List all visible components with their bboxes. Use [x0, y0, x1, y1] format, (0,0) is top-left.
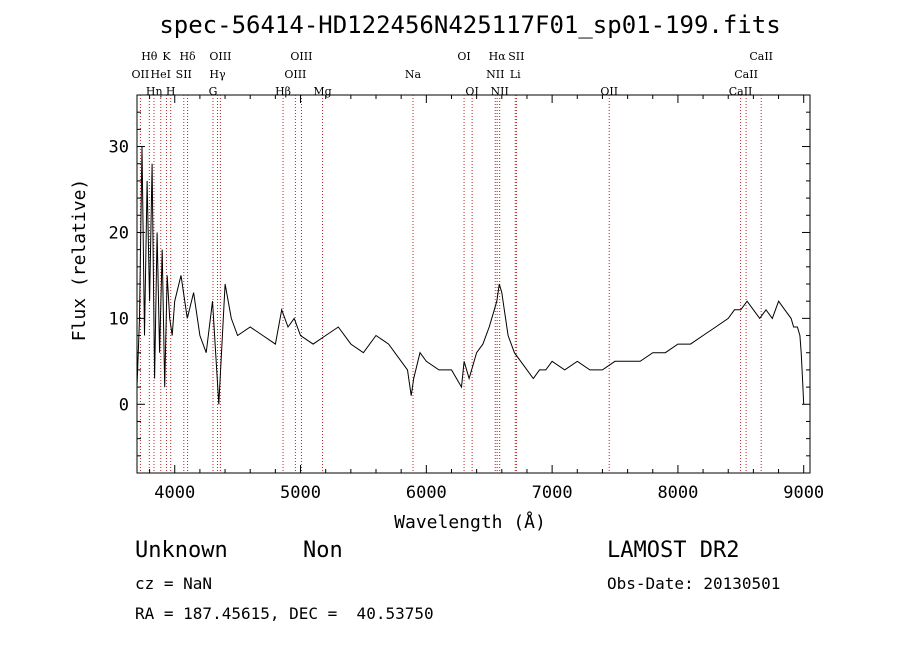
obs-date: Obs-Date: 20130501 — [607, 574, 781, 593]
coordinates: RA = 187.45615, DEC = 40.53750 — [135, 604, 434, 623]
line-marker-label: G — [209, 85, 218, 98]
line-marker-label: K — [162, 50, 171, 63]
line-marker-label: OIII — [209, 50, 231, 63]
chart-title: spec-56414-HD122456N425117F01_sp01-199.f… — [159, 11, 780, 39]
y-tick-label: 0 — [119, 395, 129, 415]
line-marker-label: SII — [508, 50, 524, 63]
x-axis-label: Wavelength (Å) — [394, 511, 546, 533]
emission-line-markers: OIIHθHηHeIKHSIIHδGHγOIIIHβOIIIOIIIMgNaOI… — [132, 50, 773, 473]
line-marker-label: Hδ — [179, 50, 196, 63]
line-marker-label: OIII — [290, 50, 312, 63]
line-marker-label: Hη — [146, 85, 162, 98]
line-marker-label: NII — [491, 85, 509, 98]
x-tick-label: 9000 — [783, 483, 824, 503]
spectrum-line — [136, 146, 805, 405]
line-marker-label: Hθ — [141, 50, 158, 63]
line-marker-label: OII — [600, 85, 618, 98]
plot-frame — [136, 94, 811, 474]
y-tick-label: 10 — [109, 309, 129, 329]
line-marker-label: Mg — [313, 85, 331, 98]
x-tick-label: 7000 — [532, 483, 573, 503]
line-marker-label: OI — [457, 50, 470, 63]
line-marker-label: Na — [405, 68, 422, 81]
line-marker-label: OIII — [284, 68, 306, 81]
redshift-value: cz = NaN — [135, 574, 213, 593]
line-marker-label: HeI — [151, 68, 171, 81]
line-marker-label: OII — [132, 68, 150, 81]
line-marker-label: CaII — [729, 85, 753, 98]
object-class: Unknown — [135, 538, 228, 563]
line-marker-label: NII — [486, 68, 504, 81]
line-marker-label: SII — [176, 68, 192, 81]
line-marker-label: CaII — [734, 68, 758, 81]
x-tick-label: 6000 — [406, 483, 447, 503]
line-marker-label: CaII — [749, 50, 773, 63]
y-axis-label: Flux (relative) — [69, 179, 90, 342]
x-tick-label: 5000 — [280, 483, 321, 503]
line-marker-label: Hα — [489, 50, 507, 63]
line-marker-label: H — [166, 85, 176, 98]
y-tick-label: 30 — [109, 138, 129, 158]
x-tick-label: 4000 — [154, 483, 195, 503]
line-marker-label: Hβ — [275, 85, 291, 98]
survey-label: LAMOST DR2 — [607, 538, 740, 563]
spectrum-series — [136, 146, 805, 405]
line-marker-label: OI — [465, 85, 478, 98]
axis-ticks: 4000 5000 6000 7000 8000 9000 0 10 20 30 — [109, 95, 824, 503]
line-marker-label: Hγ — [209, 68, 226, 81]
line-marker-label: Li — [510, 68, 521, 81]
y-tick-label: 20 — [109, 223, 129, 243]
x-tick-label: 8000 — [657, 483, 698, 503]
object-subclass: Non — [303, 538, 343, 563]
